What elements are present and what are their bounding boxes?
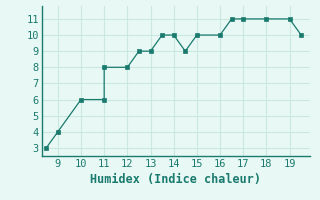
X-axis label: Humidex (Indice chaleur): Humidex (Indice chaleur) [91, 173, 261, 186]
